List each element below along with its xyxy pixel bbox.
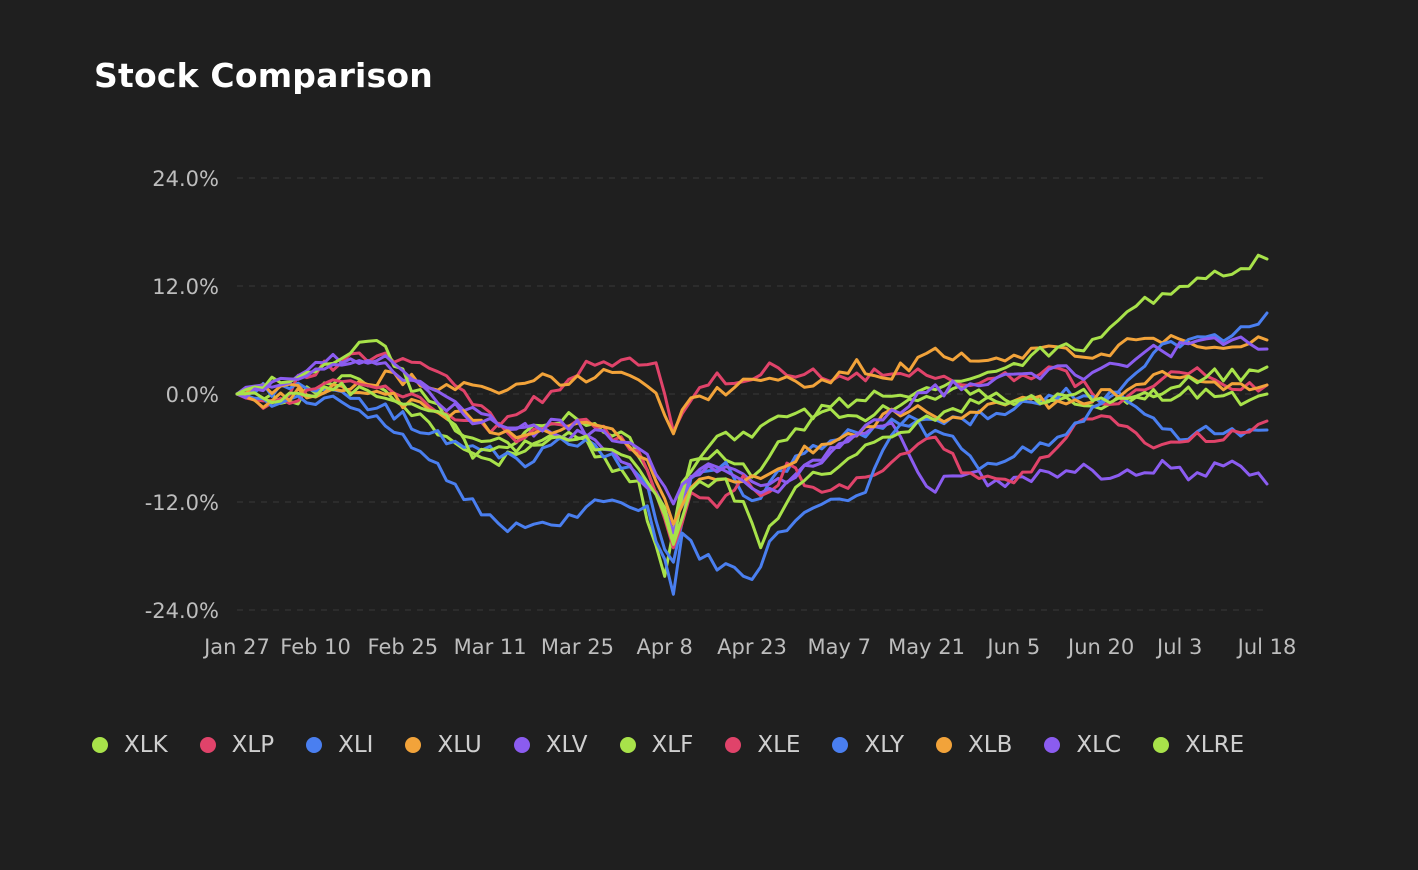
legend-item-xlk[interactable]: XLK: [92, 724, 168, 766]
legend-dot-icon: [306, 737, 323, 753]
y-tick-label: 12.0%: [152, 275, 219, 299]
legend-dot-icon: [936, 737, 953, 753]
legend-item-xlu[interactable]: XLU: [405, 724, 482, 766]
legend-dot-icon: [1044, 737, 1061, 753]
legend-item-xlv[interactable]: XLV: [513, 724, 588, 766]
legend-item-xlc[interactable]: XLC: [1044, 724, 1121, 766]
legend-dot-icon: [832, 737, 849, 753]
legend-item-xlre[interactable]: XLRE: [1153, 724, 1244, 766]
legend-item-xle[interactable]: XLE: [725, 724, 800, 766]
x-tick-label: Jun 20: [1066, 635, 1134, 659]
series-line-xli: [235, 381, 1269, 564]
legend-label: XLF: [651, 732, 694, 758]
x-tick-label: May 7: [808, 635, 871, 659]
legend-label: XLB: [968, 732, 1013, 758]
legend-item-xlb[interactable]: XLB: [936, 724, 1012, 766]
x-tick-label: Jun 5: [985, 635, 1040, 659]
y-tick-label: 24.0%: [152, 167, 219, 191]
x-tick-label: Jul 18: [1236, 635, 1297, 659]
legend-label: XLV: [545, 732, 588, 758]
chart-legend: XLK XLP XLI XLU XLV XLF XLE XLY XLB XLC XLRE: [92, 724, 1292, 766]
line-chart: 24.0% 12.0% 0.0% -12.0% -24.0% Jan 27 Feb 10 F…: [145, 167, 1297, 659]
y-tick-label: -24.0%: [145, 599, 219, 623]
x-tick-label: Jul 3: [1155, 635, 1202, 659]
y-tick-label: -12.0%: [145, 491, 219, 515]
legend-label: XLRE: [1185, 732, 1245, 758]
legend-dot-icon: [725, 737, 742, 753]
x-tick-label: Mar 25: [541, 635, 614, 659]
y-tick-label: 0.0%: [166, 383, 219, 407]
legend-dot-icon: [199, 737, 216, 753]
series-line-xlre: [235, 365, 1269, 550]
legend-dot-icon: [92, 737, 108, 753]
x-tick-label: Mar 11: [454, 635, 527, 659]
legend-item-xlf[interactable]: XLF: [619, 724, 694, 766]
series-line-xlb: [235, 369, 1269, 526]
legend-label: XLE: [757, 732, 801, 758]
legend-label: XLI: [338, 732, 374, 758]
x-tick-label: Feb 25: [368, 635, 439, 659]
legend-label: XLP: [231, 732, 275, 758]
legend-item-xly[interactable]: XLY: [832, 724, 904, 766]
legend-label: XLU: [437, 732, 482, 758]
y-axis-ticks: 24.0% 12.0% 0.0% -12.0% -24.0%: [145, 167, 219, 623]
legend-label: XLY: [864, 732, 905, 758]
legend-dot-icon: [405, 737, 422, 753]
legend-item-xli[interactable]: XLI: [306, 724, 373, 766]
x-tick-label: Apr 8: [637, 635, 693, 659]
series-line-xly: [235, 311, 1269, 596]
x-tick-label: May 21: [888, 635, 965, 659]
legend-label: XLC: [1076, 732, 1122, 758]
x-axis-ticks: Jan 27 Feb 10 Feb 25 Mar 11 Mar 25 Apr 8 Apr 2…: [202, 635, 1296, 659]
legend-dot-icon: [1153, 737, 1170, 753]
series-lines: [235, 253, 1269, 596]
x-tick-label: Apr 23: [717, 635, 787, 659]
series-line-xlc: [235, 335, 1269, 506]
legend-dot-icon: [619, 737, 636, 753]
legend-label: XLK: [124, 732, 168, 758]
x-tick-label: Feb 10: [280, 635, 351, 659]
legend-item-xlp[interactable]: XLP: [199, 724, 275, 766]
chart-title: Stock Comparison: [94, 56, 433, 95]
x-tick-label: Jan 27: [202, 635, 270, 659]
legend-dot-icon: [513, 737, 530, 753]
series-line-xlf: [235, 253, 1269, 546]
